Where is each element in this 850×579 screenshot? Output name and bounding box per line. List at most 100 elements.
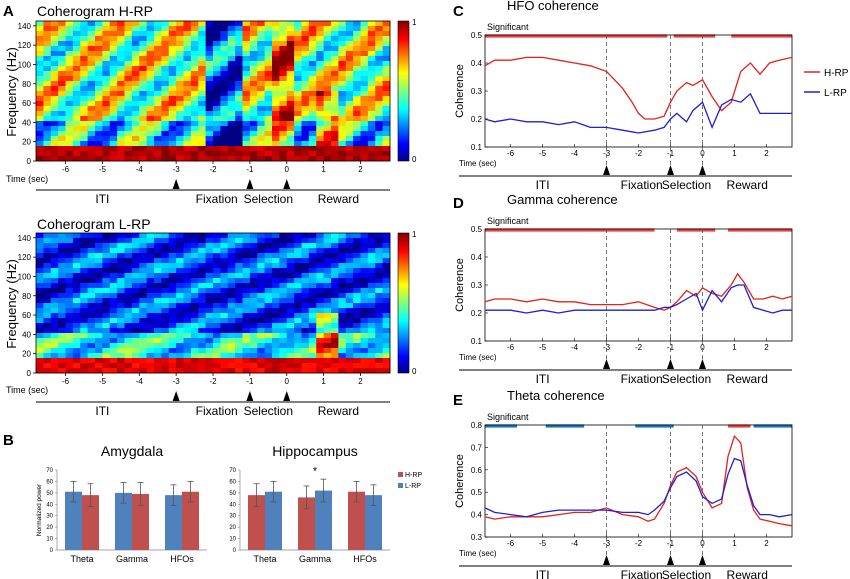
heatmap-cell (220, 333, 229, 339)
heatmap-cell (213, 41, 221, 47)
heatmap-cell (58, 253, 66, 259)
line-chart-xlabel: Time (sec) (459, 159, 497, 168)
heatmap-cell (249, 273, 258, 279)
heatmap-cell (301, 86, 310, 92)
heatmap-cell (353, 278, 361, 284)
heatmap-cell (382, 96, 391, 102)
heatmap-cell (294, 318, 302, 324)
heatmap-cell (382, 46, 391, 52)
heatmap-cell (102, 318, 111, 324)
heatmap-cell (154, 233, 162, 239)
heatmap-cell (235, 126, 243, 132)
heatmap-cell (176, 126, 184, 132)
heatmap-cell (109, 253, 118, 259)
heatmap-cell (95, 126, 103, 132)
heatmap-cell (272, 233, 280, 239)
heatmap-cell (382, 348, 391, 354)
heatmap-cell (338, 101, 347, 107)
heatmap-cell (249, 106, 258, 112)
heatmap-cell (102, 303, 111, 309)
heatmap-cell (139, 91, 147, 97)
heatmap-cell (154, 96, 162, 102)
heatmap-cell (65, 121, 74, 127)
heatmap-cell (227, 36, 236, 42)
heatmap-cell (72, 121, 81, 127)
epoch-label: Fixation (621, 178, 663, 192)
heatmap-cell (168, 106, 177, 112)
heatmap-cell (50, 233, 59, 239)
heatmap-cell (308, 131, 317, 137)
event-marker-icon (603, 555, 611, 565)
line-chart-hfo: HFO coherenceSignificant0.10.20.30.40.5C… (454, 0, 849, 192)
heatmap-cell (87, 66, 96, 72)
heatmap-cell (367, 328, 376, 334)
heatmap-cell (190, 298, 199, 304)
heatmap-cell (102, 21, 111, 27)
heatmap-cell (213, 238, 221, 244)
heatmap-cell (161, 333, 170, 339)
heatmap-cell (331, 131, 339, 137)
heatmap-cell (294, 328, 302, 334)
heatmap-cell (95, 111, 103, 117)
heatmap-cell (213, 328, 221, 334)
heatmap-cell (190, 363, 199, 369)
heatmap-cell (131, 41, 140, 47)
heatmap-cell (316, 66, 324, 72)
heatmap-cell (95, 136, 103, 142)
heatmap-cell (249, 333, 258, 339)
heatmap-cell (235, 353, 243, 359)
heatmap-cell (36, 353, 44, 359)
heatmap-cell (43, 86, 52, 92)
heatmap-cell (235, 283, 243, 289)
heatmap-cell (109, 36, 118, 42)
heatmap-cell (272, 263, 280, 269)
heatmap-cell (72, 298, 81, 304)
heatmap-cell (382, 338, 391, 344)
heatmap-cell (131, 126, 140, 132)
heatmap-cell (102, 81, 111, 87)
heatmap-cell (95, 233, 103, 239)
heatmap-cell (235, 268, 243, 274)
heatmap-cell (279, 111, 288, 117)
heatmap-cell (242, 46, 251, 52)
heatmap-cell (338, 66, 347, 72)
heatmap-cell (36, 141, 44, 147)
heatmap-cell (301, 106, 310, 112)
heatmap-cell (205, 51, 214, 57)
heatmap-cell (36, 363, 44, 369)
heatmap-cell (183, 338, 192, 344)
x-tick-label: 2 (358, 165, 363, 174)
heatmap-cell (131, 151, 140, 157)
heatmap-cell (43, 258, 52, 264)
heatmap-cell (124, 353, 133, 359)
heatmap-cell (139, 131, 147, 137)
heatmap-cell (124, 283, 133, 289)
heatmap-cell (242, 156, 251, 162)
heatmap-cell (220, 91, 229, 97)
heatmap-cell (168, 298, 177, 304)
heatmap-cell (257, 56, 265, 62)
heatmap-cell (50, 263, 59, 269)
x-tick-label: -1 (246, 377, 254, 386)
heatmap-cell (154, 278, 162, 284)
heatmap-cell (213, 131, 221, 137)
heatmap-cell (124, 61, 133, 67)
y-tick-label: 0 (50, 548, 54, 554)
heatmap-cell (65, 353, 74, 359)
heatmap-cell (360, 26, 369, 32)
heatmap-cell (161, 303, 170, 309)
y-tick-label: 40 (229, 502, 236, 508)
heatmap-cell (220, 121, 229, 127)
heatmap-cell (87, 313, 96, 319)
heatmap-cell (139, 318, 147, 324)
heatmap-cell (65, 136, 74, 142)
heatmap-cell (235, 338, 243, 344)
heatmap-cell (382, 156, 391, 162)
heatmap-cell (65, 358, 74, 364)
event-marker-icon (172, 391, 180, 401)
heatmap-cell (117, 363, 125, 369)
heatmap-cell (161, 141, 170, 147)
heatmap-cell (323, 243, 332, 249)
coherogram-hrp-ylabel: Frequency (Hz) (4, 47, 19, 137)
epoch-label: ITI (95, 404, 109, 418)
